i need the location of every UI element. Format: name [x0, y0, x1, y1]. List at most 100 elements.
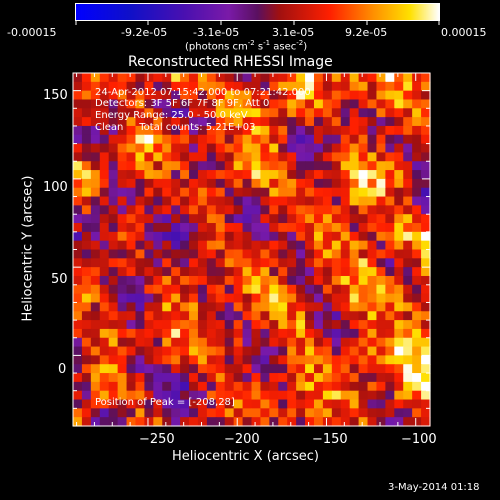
heatmap-cell	[233, 134, 244, 145]
heatmap-cell	[287, 311, 297, 321]
heatmap-cell	[206, 302, 217, 312]
heatmap-cell	[81, 143, 92, 154]
heatmap-cell	[135, 240, 146, 251]
heatmap-cell	[260, 390, 270, 401]
heatmap-cell	[73, 399, 83, 409]
heatmap-cell	[412, 143, 422, 154]
heatmap-cell	[126, 258, 137, 268]
heatmap-cell	[224, 373, 235, 383]
heatmap-cell	[117, 364, 128, 374]
heatmap-cell	[99, 170, 110, 180]
heatmap-cell	[162, 346, 172, 356]
heatmap-cell	[90, 408, 101, 418]
heatmap-cell	[358, 90, 369, 101]
heatmap-cell	[206, 249, 217, 259]
heatmap-cell	[367, 223, 378, 233]
heatmap-cell	[206, 125, 217, 136]
heatmap-cell	[313, 284, 324, 295]
heatmap-cell	[269, 381, 279, 392]
heatmap-cell	[144, 117, 154, 127]
heatmap-cell	[224, 134, 235, 145]
heatmap-cell	[215, 355, 226, 365]
heatmap-cell	[81, 311, 92, 321]
heatmap-cell	[296, 81, 306, 92]
heatmap-cell	[376, 117, 386, 127]
heatmap-cell	[421, 178, 431, 189]
heatmap-cell	[162, 240, 172, 251]
heatmap-cell	[394, 134, 404, 145]
heatmap-cell	[313, 311, 324, 321]
heatmap-cell	[180, 187, 190, 198]
heatmap-cell	[180, 125, 190, 136]
heatmap-cell	[358, 99, 369, 109]
heatmap-cell	[189, 134, 199, 145]
heatmap-cell	[242, 223, 253, 233]
heatmap-cell	[394, 117, 404, 127]
heatmap-cell	[251, 275, 262, 286]
heatmap-cell	[313, 81, 324, 92]
heatmap-cell	[322, 399, 333, 409]
heatmap-cell	[81, 337, 92, 348]
heatmap-cell	[305, 231, 315, 242]
heatmap-cell	[412, 381, 422, 392]
heatmap-cell	[189, 284, 199, 295]
heatmap-cell	[108, 399, 119, 409]
heatmap-cell	[385, 364, 395, 374]
heatmap-cell	[171, 373, 181, 383]
heatmap-cell	[73, 381, 83, 392]
heatmap-cell	[117, 346, 128, 356]
heatmap-cell	[394, 81, 404, 92]
heatmap-cell	[153, 178, 163, 189]
heatmap-cell	[340, 214, 351, 224]
heatmap-cell	[358, 408, 369, 418]
heatmap-cell	[305, 108, 315, 118]
heatmap-cell	[421, 373, 431, 383]
heatmap-cell	[81, 223, 92, 233]
heatmap-cell	[144, 399, 154, 409]
heatmap-cell	[349, 364, 360, 374]
heatmap-cell	[322, 214, 333, 224]
heatmap-cell	[313, 117, 324, 127]
heatmap-cell	[99, 311, 110, 321]
heatmap-cell	[242, 417, 253, 427]
heatmap-cells	[73, 73, 431, 427]
heatmap-cell	[81, 152, 92, 162]
heatmap-cell	[287, 390, 297, 401]
heatmap-cell	[180, 399, 190, 409]
heatmap-cell	[144, 187, 154, 198]
heatmap-cell	[242, 152, 253, 162]
heatmap-cell	[251, 223, 262, 233]
heatmap-cell	[197, 275, 208, 286]
heatmap-cell	[144, 328, 154, 339]
heatmap-cell	[144, 178, 154, 189]
heatmap-cell	[331, 143, 342, 154]
heatmap-cell	[73, 223, 83, 233]
heatmap-cell	[135, 373, 146, 383]
heatmap-cell	[81, 267, 92, 277]
heatmap-cell	[126, 108, 137, 118]
heatmap-cell	[340, 170, 351, 180]
heatmap-cell	[376, 196, 386, 206]
heatmap-cell	[206, 258, 217, 268]
heatmap-cell	[260, 267, 270, 277]
heatmap-cell	[305, 417, 315, 427]
heatmap-cell	[331, 373, 342, 383]
heatmap-cell	[260, 90, 270, 101]
heatmap-cell	[349, 390, 360, 401]
heatmap-cell	[233, 346, 244, 356]
heatmap-cell	[296, 99, 306, 109]
heatmap-cell	[376, 417, 386, 427]
colorbar-units-suffix: )	[303, 41, 308, 53]
heatmap-cell	[412, 214, 422, 224]
heatmap-cell	[313, 99, 324, 109]
heatmap-cell	[331, 399, 342, 409]
heatmap-cell	[99, 381, 110, 392]
heatmap-cell	[233, 240, 244, 251]
heatmap-cell	[73, 373, 83, 383]
heatmap-cell	[313, 214, 324, 224]
heatmap-cell	[215, 267, 226, 277]
heatmap-cell	[296, 267, 306, 277]
heatmap-cell	[349, 399, 360, 409]
heatmap-cell	[99, 328, 110, 339]
heatmap-cell	[224, 205, 235, 215]
